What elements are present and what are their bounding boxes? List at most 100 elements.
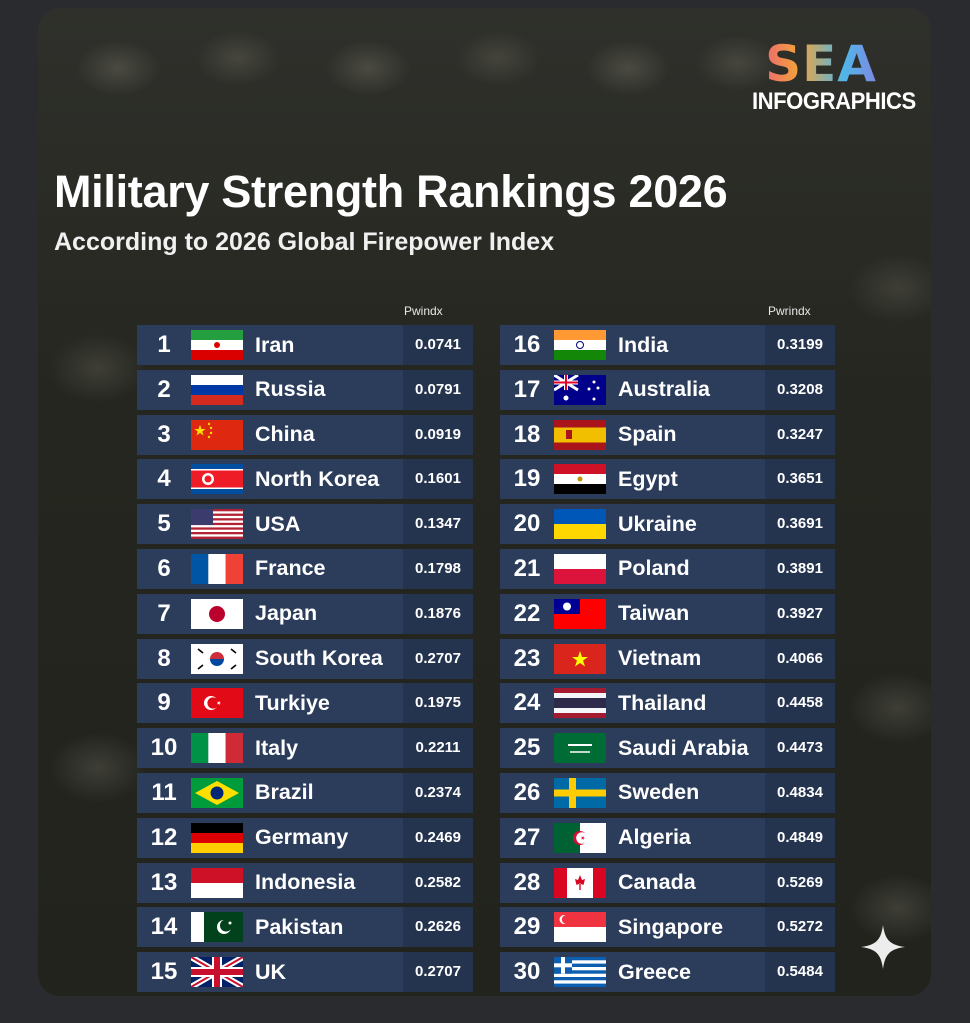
ranking-column-left: 1 Iran 0.0741 2 Russia 0.0791 3 China 0.0919 4 Nor… [137, 325, 473, 997]
rank-number: 21 [513, 554, 541, 582]
indonesia-flag [191, 867, 243, 898]
rank-number: 5 [157, 510, 171, 538]
rank-number: 10 [150, 734, 178, 762]
north-korea-flag [191, 464, 243, 495]
power-index-value: 0.3247 [765, 414, 835, 455]
france-flag [191, 553, 243, 584]
power-index-value: 0.5484 [765, 952, 835, 993]
ranking-row: 2 Russia 0.0791 [137, 369, 473, 410]
power-index-value: 0.2211 [403, 728, 473, 769]
usa-flag [191, 509, 243, 540]
country-name: Japan [255, 601, 318, 626]
iran-flag [191, 330, 243, 360]
country-name: China [255, 422, 315, 447]
poland-flag [554, 553, 606, 584]
saudi-arabia-flag [554, 733, 606, 764]
greece-flag [554, 957, 606, 988]
ranking-row: 12 Germany 0.2469 [137, 817, 473, 858]
uk-flag [191, 957, 243, 988]
china-flag [191, 419, 243, 450]
rank-number: 27 [513, 823, 541, 851]
country-name: Australia [618, 377, 711, 402]
pakistan-flag [191, 912, 243, 943]
country-name: Egypt [618, 466, 678, 491]
country-name: Pakistan [255, 914, 344, 939]
country-name: North Korea [255, 466, 380, 491]
country-name: Poland [618, 556, 690, 581]
country-name: South Korea [255, 646, 383, 671]
australia-flag [554, 374, 606, 405]
rank-number: 24 [513, 689, 541, 717]
power-index-value: 0.0919 [403, 414, 473, 455]
power-index-value: 0.2374 [403, 772, 473, 813]
sea-infographics-logo: SEA INFOGRAPHICS [746, 38, 916, 114]
country-name: Singapore [618, 914, 724, 939]
ranking-row: 24 Thailand 0.4458 [500, 683, 835, 724]
rank-number: 26 [513, 778, 541, 806]
country-name: France [255, 556, 326, 581]
country-name: Russia [255, 377, 326, 402]
ranking-row: 9 Turkiye 0.1975 [137, 683, 473, 724]
power-index-value: 0.3208 [765, 369, 835, 410]
south-korea-flag [191, 643, 243, 674]
ranking-row: 28 Canada 0.5269 [500, 862, 835, 903]
power-index-value: 0.3891 [765, 548, 835, 589]
ukraine-flag [554, 509, 606, 540]
country-name: Germany [255, 825, 349, 850]
country-name: USA [255, 511, 301, 536]
ranking-row: 10 Italy 0.2211 [137, 728, 473, 769]
column-header-right: Pwrindx [768, 304, 811, 318]
power-index-value: 0.3691 [765, 504, 835, 545]
country-name: Saudi Arabia [618, 735, 749, 760]
ranking-row: 1 Iran 0.0741 [137, 325, 473, 365]
country-name: Indonesia [255, 870, 356, 895]
rank-number: 20 [513, 510, 541, 538]
power-index-value: 0.4458 [765, 683, 835, 724]
ranking-row: 15 UK 0.2707 [137, 952, 473, 993]
country-name: Spain [618, 422, 677, 447]
italy-flag [191, 733, 243, 764]
country-name: Taiwan [618, 601, 690, 626]
ranking-row: 25 Saudi Arabia 0.4473 [500, 728, 835, 769]
ranking-row: 16 India 0.3199 [500, 325, 835, 365]
rank-number: 1 [157, 331, 171, 358]
country-name: Iran [255, 332, 295, 357]
power-index-value: 0.4834 [765, 772, 835, 813]
ranking-column-right: 16 India 0.3199 17 Australia 0.3208 18 Spain 0.3… [500, 325, 835, 997]
india-flag [554, 330, 606, 360]
egypt-flag [554, 464, 606, 495]
ranking-row: 29 Singapore 0.5272 [500, 907, 835, 948]
rank-number: 29 [513, 913, 541, 941]
rank-number: 8 [157, 644, 171, 672]
power-index-value: 0.3199 [765, 325, 835, 365]
germany-flag [191, 822, 243, 853]
rank-number: 11 [151, 778, 177, 806]
ranking-row: 11 Brazil 0.2374 [137, 772, 473, 813]
ranking-row: 13 Indonesia 0.2582 [137, 862, 473, 903]
power-index-value: 0.1798 [403, 548, 473, 589]
power-index-value: 0.2626 [403, 907, 473, 948]
power-index-value: 0.0791 [403, 369, 473, 410]
power-index-value: 0.2707 [403, 952, 473, 993]
rank-number: 9 [157, 689, 171, 717]
ranking-row: 27 Algeria 0.4849 [500, 817, 835, 858]
ranking-row: 17 Australia 0.3208 [500, 369, 835, 410]
power-index-value: 0.1876 [403, 593, 473, 634]
rank-number: 13 [150, 868, 178, 896]
power-index-value: 0.1975 [403, 683, 473, 724]
rank-number: 17 [513, 375, 541, 403]
rank-number: 15 [150, 958, 178, 986]
rank-number: 7 [157, 599, 171, 627]
power-index-value: 0.3927 [765, 593, 835, 634]
ranking-row: 3 China 0.0919 [137, 414, 473, 455]
ranking-row: 4 North Korea 0.1601 [137, 459, 473, 500]
rank-number: 6 [157, 554, 171, 582]
country-name: Ukraine [618, 511, 697, 536]
ranking-row: 30 Greece 0.5484 [500, 952, 835, 993]
country-name: Sweden [618, 780, 700, 805]
rank-number: 18 [513, 420, 541, 448]
country-name: Turkiye [255, 690, 330, 715]
ranking-row: 6 France 0.1798 [137, 548, 473, 589]
power-index-value: 0.4849 [765, 817, 835, 858]
turkiye-flag [191, 688, 243, 719]
